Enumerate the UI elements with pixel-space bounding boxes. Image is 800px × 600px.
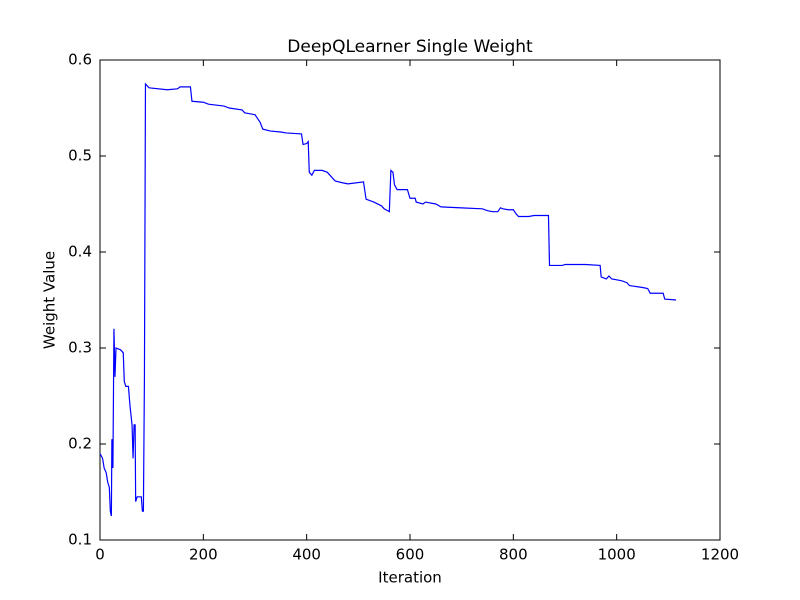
x-tick-label: 400	[292, 546, 321, 564]
y-tick-label: 0.6	[68, 51, 92, 69]
x-tick-label: 1000	[598, 546, 636, 564]
x-axis-label: Iteration	[378, 569, 442, 587]
y-tick-label: 0.4	[68, 243, 92, 261]
x-tick-label: 200	[189, 546, 218, 564]
x-tick-label: 800	[499, 546, 528, 564]
y-tick-label: 0.1	[68, 531, 92, 549]
x-tick-label: 600	[396, 546, 425, 564]
data-line	[99, 82, 677, 517]
plot-frame	[99, 59, 721, 541]
x-tick-label: 1200	[701, 546, 739, 564]
x-tick-label: 0	[95, 546, 105, 564]
y-axis-label: Weight Value	[41, 251, 59, 349]
y-tick-label: 0.3	[68, 339, 92, 357]
chart-title: DeepQLearner Single Weight	[287, 37, 533, 57]
y-tick-label: 0.2	[68, 435, 92, 453]
y-tick-label: 0.5	[68, 147, 92, 165]
